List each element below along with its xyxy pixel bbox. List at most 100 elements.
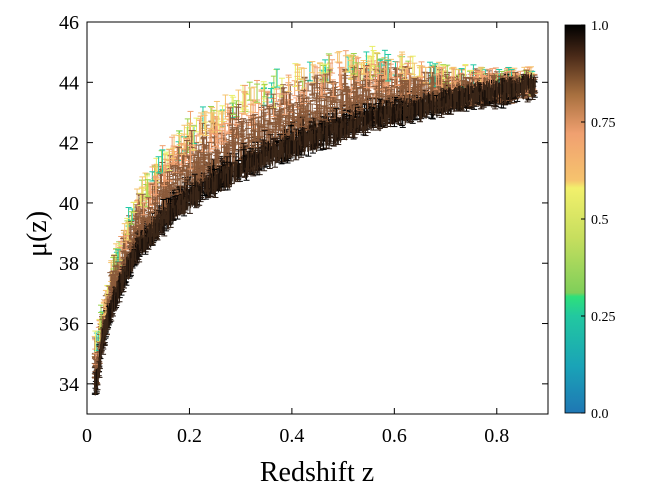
- y-tick-label: 42: [59, 133, 79, 155]
- data-point: [356, 97, 363, 111]
- data-point: [200, 146, 207, 163]
- data-point: [321, 75, 328, 94]
- y-tick-label: 44: [59, 72, 79, 94]
- data-point: [149, 183, 156, 205]
- data-point: [241, 84, 248, 107]
- data-point: [197, 115, 204, 135]
- data-point: [261, 83, 268, 98]
- data-point: [187, 144, 194, 170]
- data-point: [280, 87, 287, 104]
- data-point: [194, 151, 201, 172]
- data-point: [298, 67, 305, 81]
- data-point: [241, 91, 248, 115]
- data-point: [282, 115, 289, 134]
- colorbar-tick-label: 1.0: [591, 19, 609, 34]
- y-tick-label: 36: [59, 314, 79, 336]
- x-axis-ticks: 0 0.2 0.4 0.6 0.8: [82, 22, 509, 447]
- data-point: [147, 211, 154, 222]
- data-point: [193, 117, 200, 133]
- data-point: [394, 61, 401, 86]
- data-point: [240, 118, 247, 131]
- data-point: [198, 112, 205, 136]
- data-point: [222, 94, 229, 120]
- data-point: [373, 52, 380, 74]
- data-point: [213, 100, 220, 126]
- colorbar-tick-label: 0.25: [591, 310, 616, 325]
- y-axis-ticks: 34 36 38 40 42 44 46: [59, 12, 548, 396]
- data-point: [190, 159, 197, 181]
- data-point: [355, 57, 362, 82]
- data-point: [382, 87, 389, 101]
- data-point: [170, 147, 177, 159]
- data-point: [144, 179, 151, 197]
- y-axis-label: μ(z): [22, 211, 53, 257]
- data-point: [353, 82, 360, 101]
- data-point: [398, 80, 405, 94]
- data-point: [321, 105, 328, 121]
- data-point: [247, 87, 254, 113]
- data-point: [331, 91, 338, 103]
- data-point: [210, 112, 217, 133]
- data-point: [349, 54, 356, 66]
- data-point: [120, 237, 127, 252]
- data-point: [418, 61, 425, 78]
- data-point: [214, 130, 221, 149]
- x-tick-label: 0: [82, 425, 92, 447]
- data-point: [262, 111, 269, 129]
- data-point: [254, 83, 261, 103]
- data-point: [435, 73, 442, 86]
- data-point: [152, 176, 159, 195]
- data-point: [326, 69, 333, 84]
- data-point: [322, 73, 329, 90]
- data-point: [319, 63, 326, 74]
- data-point: [350, 85, 357, 98]
- data-point: [294, 64, 301, 77]
- data-point: [256, 120, 263, 142]
- data-point: [242, 92, 249, 115]
- data-point: [417, 65, 424, 77]
- colorbar-tick-label: 0.5: [591, 213, 609, 228]
- data-point: [188, 130, 195, 149]
- data-point: [251, 86, 258, 104]
- data-point: [270, 122, 277, 134]
- data-point: [219, 123, 226, 145]
- data-point: [296, 95, 303, 108]
- data-point: [399, 53, 406, 74]
- data-point: [308, 83, 315, 95]
- y-tick-label: 40: [59, 193, 79, 215]
- data-point: [402, 67, 409, 80]
- data-point: [180, 152, 187, 172]
- data-point: [261, 84, 268, 103]
- x-tick-label: 0.6: [382, 425, 407, 447]
- data-point: [206, 127, 213, 152]
- data-point: [225, 123, 232, 135]
- data-point: [166, 171, 173, 189]
- data-point: [270, 93, 277, 109]
- colorbar-tick-label: 0.0: [591, 407, 609, 422]
- data-point: [246, 81, 253, 101]
- data-point: [214, 151, 221, 164]
- data-points: [91, 45, 539, 396]
- data-point: [281, 93, 288, 115]
- data-point: [309, 103, 316, 121]
- data-point: [309, 61, 316, 74]
- data-point: [175, 146, 182, 171]
- data-point: [180, 133, 187, 155]
- x-axis-label: Redshift z: [260, 457, 374, 488]
- y-tick-label: 46: [59, 12, 79, 34]
- colorbar: 0.0 0.25 0.5 0.75 1.0: [564, 19, 616, 422]
- data-point: [260, 105, 267, 117]
- data-point: [339, 93, 346, 108]
- y-tick-label: 38: [59, 253, 79, 275]
- data-point: [295, 81, 302, 104]
- data-point: [385, 59, 392, 82]
- data-point: [375, 80, 382, 97]
- data-point: [336, 51, 343, 63]
- data-point: [140, 202, 147, 216]
- data-point: [336, 62, 343, 88]
- colorbar-tick-label: 0.75: [591, 116, 616, 131]
- data-point: [285, 76, 292, 92]
- data-point: [172, 164, 179, 176]
- x-tick-label: 0.4: [279, 425, 304, 447]
